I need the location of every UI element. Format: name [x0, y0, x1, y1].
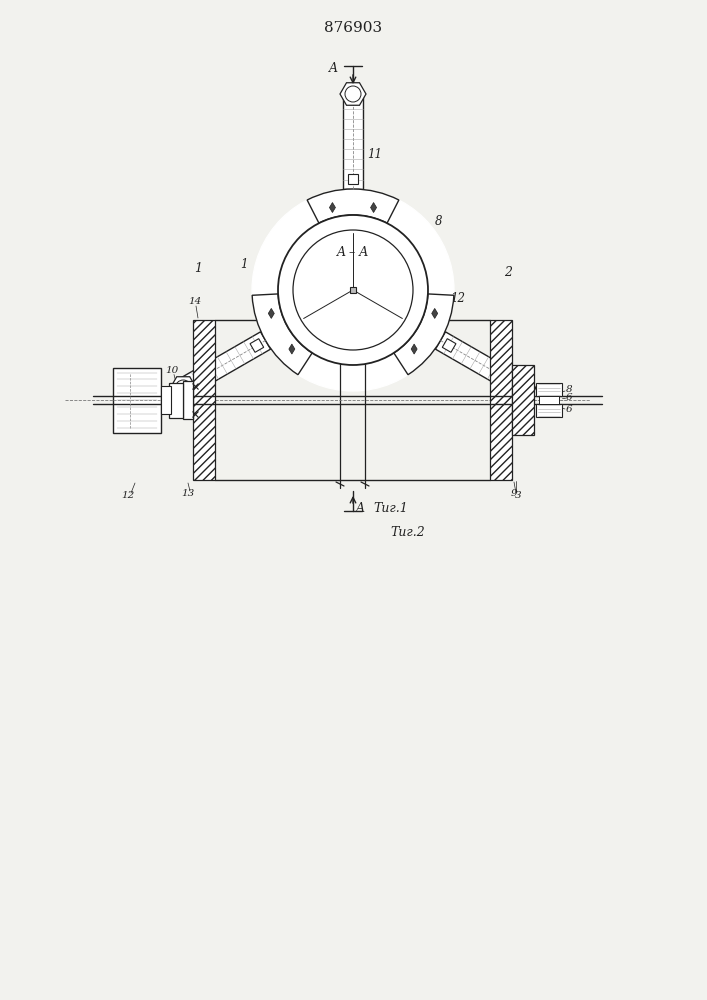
Text: 13: 13	[182, 489, 194, 498]
Text: 8: 8	[566, 385, 573, 394]
Polygon shape	[411, 344, 417, 354]
Text: A – A: A – A	[337, 245, 369, 258]
Polygon shape	[178, 332, 271, 397]
Text: 12: 12	[122, 491, 134, 500]
Text: Τиг.1: Τиг.1	[373, 502, 408, 514]
Bar	[350, 287, 356, 293]
Text: A: A	[329, 62, 337, 76]
Text: 1: 1	[194, 261, 202, 274]
Polygon shape	[510, 377, 536, 399]
Polygon shape	[436, 332, 527, 397]
Text: 3: 3	[515, 491, 522, 500]
Bar	[539, 396, 559, 404]
Bar	[161, 386, 171, 414]
Bar	[113, 367, 161, 432]
Bar	[183, 381, 193, 419]
Text: 2: 2	[504, 266, 512, 279]
Wedge shape	[394, 294, 454, 375]
Bar	[490, 320, 512, 480]
Text: 14: 14	[188, 298, 201, 306]
Text: A: A	[356, 502, 365, 514]
Text: 1: 1	[240, 258, 247, 271]
Text: 876903: 876903	[324, 21, 382, 35]
Bar	[536, 404, 562, 417]
Polygon shape	[329, 203, 335, 213]
Bar	[512, 365, 534, 435]
Polygon shape	[170, 377, 197, 399]
Circle shape	[248, 185, 458, 395]
Text: 12: 12	[450, 292, 465, 304]
Text: 6: 6	[566, 406, 573, 414]
Text: 11: 11	[367, 148, 382, 161]
Polygon shape	[432, 308, 438, 318]
Polygon shape	[340, 83, 366, 105]
Circle shape	[278, 215, 428, 365]
Polygon shape	[443, 339, 456, 352]
Polygon shape	[370, 203, 377, 213]
Bar	[536, 383, 562, 396]
Wedge shape	[252, 294, 312, 375]
Text: 8: 8	[435, 215, 443, 228]
Text: 6: 6	[566, 393, 573, 402]
Text: Τиг.2: Τиг.2	[390, 526, 425, 538]
Bar	[169, 382, 183, 418]
Circle shape	[293, 230, 413, 350]
Wedge shape	[307, 189, 399, 223]
Bar	[193, 320, 215, 480]
Polygon shape	[348, 174, 358, 184]
Text: 9: 9	[510, 489, 518, 498]
Polygon shape	[268, 308, 274, 318]
Polygon shape	[343, 94, 363, 189]
Circle shape	[515, 380, 531, 396]
Circle shape	[345, 86, 361, 102]
Polygon shape	[250, 339, 264, 352]
Circle shape	[175, 380, 192, 396]
Circle shape	[252, 189, 454, 391]
Text: 10: 10	[165, 366, 179, 375]
Polygon shape	[289, 344, 295, 354]
